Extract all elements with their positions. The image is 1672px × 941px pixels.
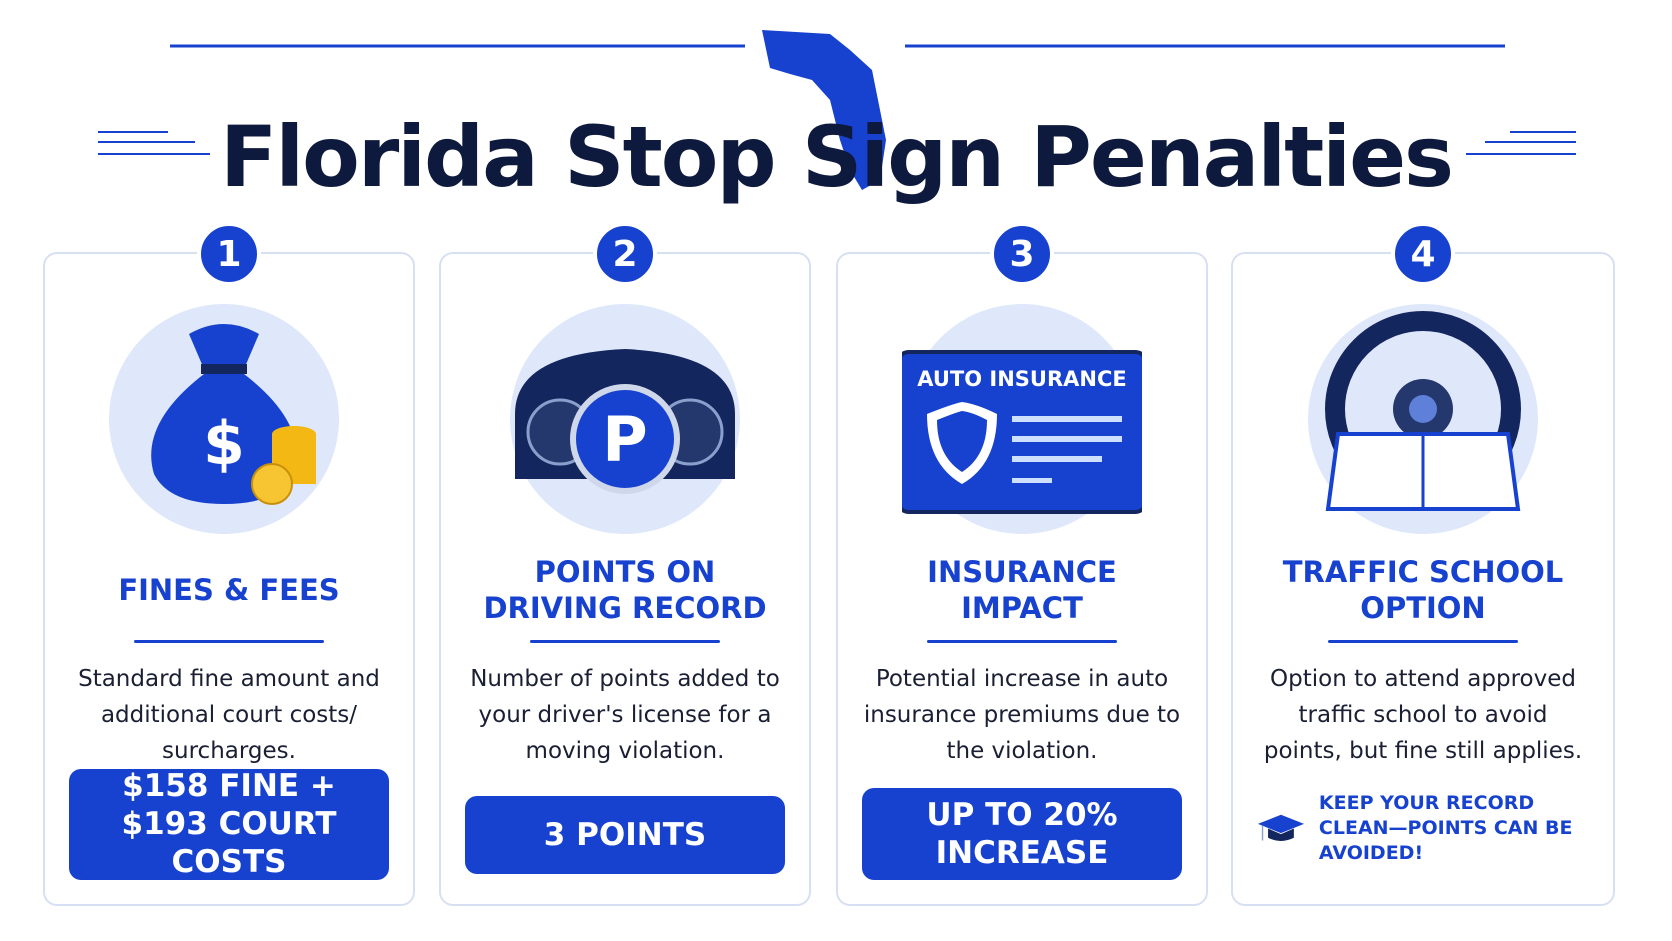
header: Florida Stop Sign Penalties bbox=[0, 30, 1672, 210]
card-badge: 3 POINTS bbox=[465, 796, 785, 874]
card-number: 1 bbox=[197, 222, 261, 286]
divider bbox=[1328, 640, 1518, 643]
card-number: 3 bbox=[990, 222, 1054, 286]
card-heading: INSURANCE IMPACT bbox=[927, 555, 1117, 625]
card: 2 P POINTS ON DRIVING RECORD Number of p… bbox=[439, 222, 811, 906]
steering-wheel-icon bbox=[1308, 304, 1538, 534]
money-bag-icon: $ bbox=[109, 304, 339, 534]
card-badge: UP TO 20% INCREASE bbox=[862, 788, 1182, 880]
header-decoration bbox=[98, 30, 1576, 190]
divider bbox=[134, 640, 324, 643]
card: 4 TRAFFIC SCHOOL OPTION Option to attend… bbox=[1231, 222, 1615, 906]
title: Florida Stop Sign Penalties bbox=[219, 108, 1454, 206]
card-description: Option to attend approved traffic school… bbox=[1263, 666, 1583, 764]
card-badge: $158 FINE + $193 COURT COSTS bbox=[69, 768, 389, 880]
svg-text:P: P bbox=[602, 403, 647, 476]
dashboard-icon: P bbox=[510, 304, 740, 534]
card-number: 2 bbox=[593, 222, 657, 286]
svg-text:$: $ bbox=[203, 409, 245, 479]
card-number: 4 bbox=[1391, 222, 1455, 286]
graduation-cap-icon bbox=[1257, 814, 1305, 841]
card-heading: TRAFFIC SCHOOL OPTION bbox=[1282, 555, 1564, 625]
note: KEEP YOUR RECORD CLEAN—POINTS CAN BE AVO… bbox=[1257, 791, 1589, 880]
card-heading: POINTS ON DRIVING RECORD bbox=[483, 555, 767, 625]
insurance-card-icon: AUTO INSURANCE bbox=[902, 304, 1142, 534]
icon-label: AUTO INSURANCE bbox=[917, 367, 1126, 391]
note-text: KEEP YOUR RECORD CLEAN—POINTS CAN BE AVO… bbox=[1318, 792, 1573, 864]
card-description: Number of points added to your driver's … bbox=[470, 666, 780, 764]
card: 1 $ FINES & FEES Standard fine amount an… bbox=[43, 222, 415, 906]
card-heading: FINES & FEES bbox=[118, 573, 340, 607]
card-description: Potential increase in auto insurance pre… bbox=[863, 666, 1181, 764]
divider bbox=[927, 640, 1117, 643]
card-description: Standard fine amount and additional cour… bbox=[78, 665, 380, 764]
card: 3 AUTO INSURANCE INSURANCE IMPACT Potent… bbox=[836, 222, 1208, 906]
divider bbox=[530, 640, 720, 643]
